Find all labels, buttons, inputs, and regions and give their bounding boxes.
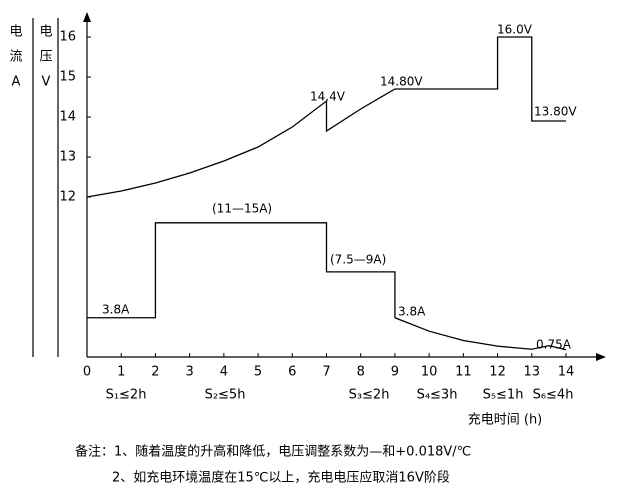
annotation: 14.80V	[380, 75, 423, 89]
x-tick-label: 7	[322, 365, 330, 380]
x-tick-label: 12	[489, 365, 506, 380]
annotation: 14.4V	[310, 90, 346, 104]
x-axis-label: 充电时间 (h)	[468, 412, 543, 428]
x-tick-label: 0	[83, 365, 91, 380]
stage-label: S₅≤1h	[483, 388, 524, 403]
stage-label: S₁≤2h	[106, 388, 147, 403]
x-tick-label: 6	[288, 365, 296, 380]
x-tick-label: 14	[558, 365, 575, 380]
annotation: 13.80V	[534, 105, 577, 119]
annotation: 16.0V	[497, 23, 533, 37]
x-tick-label: 3	[186, 365, 194, 380]
series-line	[87, 222, 567, 351]
stage-label: S₂≤5h	[205, 388, 246, 403]
axis-label: 电	[9, 25, 22, 40]
x-tick-label: 11	[455, 365, 472, 380]
series-line	[86, 36, 566, 198]
annotation: (7.5—9A)	[330, 253, 386, 267]
stage-label: S₆≤4h	[533, 388, 574, 403]
y-tick-label: 14	[59, 110, 76, 125]
y-axis-arrow	[83, 12, 91, 22]
axis-label: 电	[39, 25, 52, 40]
annotation: 3.8A	[398, 305, 426, 319]
annotation: (11—15A)	[212, 202, 272, 216]
y-tick-label: 16	[59, 30, 76, 45]
x-axis-arrow	[596, 353, 606, 361]
annotation: 3.8A	[102, 303, 130, 317]
x-tick-label: 9	[391, 365, 399, 380]
y-tick-label: 15	[59, 70, 76, 85]
stage-label: S₄≤3h	[417, 388, 458, 403]
x-tick-label: 8	[357, 365, 365, 380]
axis-label: 压	[39, 50, 52, 65]
axis-label: V	[42, 75, 51, 90]
x-tick-label: 5	[254, 365, 262, 380]
annotation: 0.75A	[536, 338, 572, 352]
x-tick-label: 2	[151, 365, 159, 380]
stage-label: S₃≤2h	[349, 388, 390, 403]
x-tick-label: 10	[421, 365, 438, 380]
note: 备注：1、随着温度的升高和降低，电压调整系数为—和+0.018V/℃	[75, 444, 471, 460]
y-tick-label: 13	[59, 150, 76, 165]
y-tick-label: 12	[59, 190, 76, 205]
note: 2、如充电环境温度在15℃以上，充电电压应取消16V阶段	[112, 470, 450, 486]
axis-label: A	[12, 75, 21, 90]
axis-label: 流	[9, 50, 22, 65]
x-tick-label: 13	[524, 365, 541, 380]
x-tick-label: 4	[220, 365, 228, 380]
x-tick-label: 1	[117, 365, 125, 380]
